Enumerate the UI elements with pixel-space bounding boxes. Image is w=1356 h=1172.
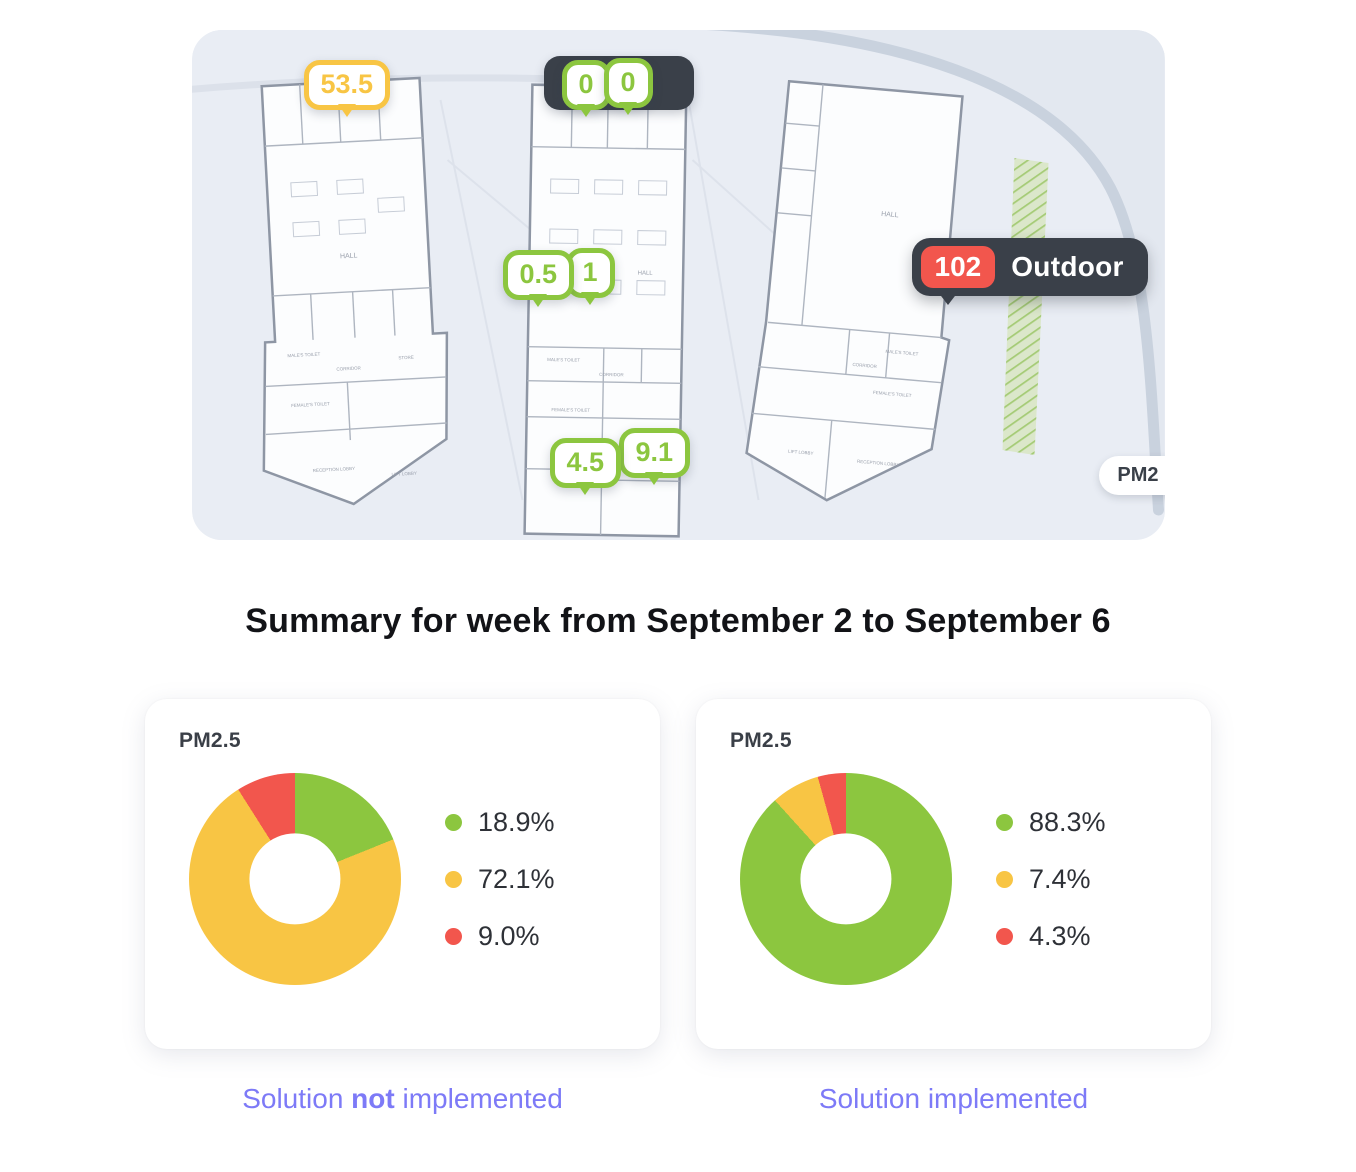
- sensor-value: 1: [582, 257, 598, 287]
- legend-dot-red: [445, 927, 462, 945]
- map-outer-area: [772, 30, 1164, 500]
- sensor-marker[interactable]: 9.1: [618, 428, 691, 478]
- card-metric-label: PM2.5: [730, 729, 792, 752]
- room-label-female-toilet: FEMALE'S TOILET: [290, 401, 329, 408]
- summary-title: Summary for week from September 2 to Sep…: [245, 602, 1111, 640]
- room-label-hall: HALL: [880, 211, 898, 220]
- donut-chart: [189, 773, 401, 985]
- chart-row: 18.9% 72.1% 9.0%: [179, 773, 626, 985]
- room-label-corridor: CORRIDOR: [599, 372, 624, 377]
- legend-value: 18.9%: [478, 806, 555, 837]
- legend-item: 4.3%: [996, 921, 1106, 952]
- legend-dot-green: [996, 813, 1013, 831]
- room-label-reception: RECEPTION LOBBY: [312, 466, 355, 473]
- room-label-female-toilet: FEMALE'S TOILET: [551, 407, 590, 413]
- room-label-lift: LIFT LOBBY: [391, 471, 417, 477]
- sensor-marker[interactable]: 0: [561, 60, 611, 110]
- sensor-marker[interactable]: 4.5: [549, 438, 622, 488]
- caption-text: Solution: [242, 1083, 352, 1114]
- legend-value: 7.4%: [1029, 863, 1091, 894]
- room-label-male-toilet: MALE'S TOILET: [287, 352, 320, 359]
- room-label-male-toilet: MALE'S TOILET: [547, 357, 580, 363]
- pm-pill-label: PM2: [1117, 464, 1159, 486]
- caption-not-implemented: Solution not implemented: [145, 1083, 660, 1115]
- green-hatched-strip: [1002, 158, 1048, 455]
- legend-item: 7.4%: [996, 864, 1106, 895]
- room-label-corridor: CORRIDOR: [336, 365, 361, 371]
- sensor-value: 53.5: [320, 69, 374, 99]
- outdoor-badge[interactable]: 102 Outdoor: [911, 238, 1148, 305]
- sensor-value: 0: [578, 69, 594, 99]
- building-right: HALL MALE'S TOILET CORRIDOR FEMALE'S TOI…: [744, 79, 964, 502]
- outdoor-value: 102: [920, 246, 996, 288]
- sensor-value: 9.1: [635, 437, 674, 467]
- sensor-value: 0.5: [519, 259, 558, 289]
- legend-item: 72.1%: [445, 864, 555, 895]
- room-label-female-toilet: FEMALE'S TOILET: [872, 390, 911, 398]
- caption-bold-text: not: [351, 1083, 395, 1114]
- card-metric-label: PM2.5: [179, 729, 241, 752]
- caption-implemented: Solution implemented: [818, 1083, 1089, 1114]
- sensor-marker[interactable]: 0: [603, 58, 653, 108]
- sensor-marker[interactable]: 53.5: [303, 60, 391, 110]
- legend-dot-yellow: [996, 870, 1013, 888]
- chart-row: 88.3% 7.4% 4.3%: [730, 773, 1177, 985]
- room-label-reception: RECEPTION LOBBY: [856, 459, 899, 468]
- legend: 18.9% 72.1% 9.0%: [445, 807, 555, 952]
- room-label-hall: HALL: [339, 252, 357, 260]
- pm-pill[interactable]: PM2: [1099, 456, 1165, 495]
- summary-cards: PM2.5 18.9% 72.1% 9.0%: [0, 699, 1356, 1049]
- legend-dot-yellow: [445, 870, 462, 888]
- room-label-corridor: CORRIDOR: [852, 362, 878, 369]
- outdoor-label: Outdoor: [1011, 251, 1124, 282]
- legend-dot-green: [445, 813, 462, 831]
- legend-item: 9.0%: [445, 921, 555, 952]
- legend-value: 9.0%: [478, 920, 540, 951]
- legend-dot-red: [996, 927, 1013, 945]
- sensor-value: 4.5: [566, 447, 605, 477]
- building-left: HALL MALE'S TOILET STORE CORRIDOR FEMALE…: [259, 76, 448, 506]
- legend-value: 88.3%: [1029, 806, 1106, 837]
- floorplan-map-section: HALL MALE'S TOILET STORE CORRIDOR FEMALE…: [191, 30, 1165, 540]
- caption-text: implemented: [394, 1083, 563, 1114]
- road: [705, 30, 1164, 516]
- sensor-marker[interactable]: 0.5: [502, 250, 575, 300]
- sensor-value: 0: [620, 67, 636, 97]
- room-label-store: STORE: [398, 355, 414, 361]
- page: HALL MALE'S TOILET STORE CORRIDOR FEMALE…: [0, 30, 1356, 1165]
- legend-item: 18.9%: [445, 807, 555, 838]
- legend-value: 72.1%: [478, 863, 555, 894]
- room-label-lift: LIFT LOBBY: [787, 449, 813, 456]
- card-solution-implemented: PM2.5 88.3% 7.4% 4.3%: [696, 699, 1211, 1049]
- donut-chart: [740, 773, 952, 985]
- room-label-hall: HALL: [637, 271, 653, 277]
- captions: Solution not implemented Solution implem…: [0, 1083, 1356, 1115]
- legend-item: 88.3%: [996, 807, 1106, 838]
- legend-value: 4.3%: [1029, 920, 1091, 951]
- legend: 88.3% 7.4% 4.3%: [996, 807, 1106, 952]
- card-solution-not-implemented: PM2.5 18.9% 72.1% 9.0%: [145, 699, 660, 1049]
- building-middle: HALL MALE'S TOILET CORRIDOR FEMALE'S TOI…: [522, 83, 688, 538]
- room-label-male-toilet: MALE'S TOILET: [885, 349, 919, 357]
